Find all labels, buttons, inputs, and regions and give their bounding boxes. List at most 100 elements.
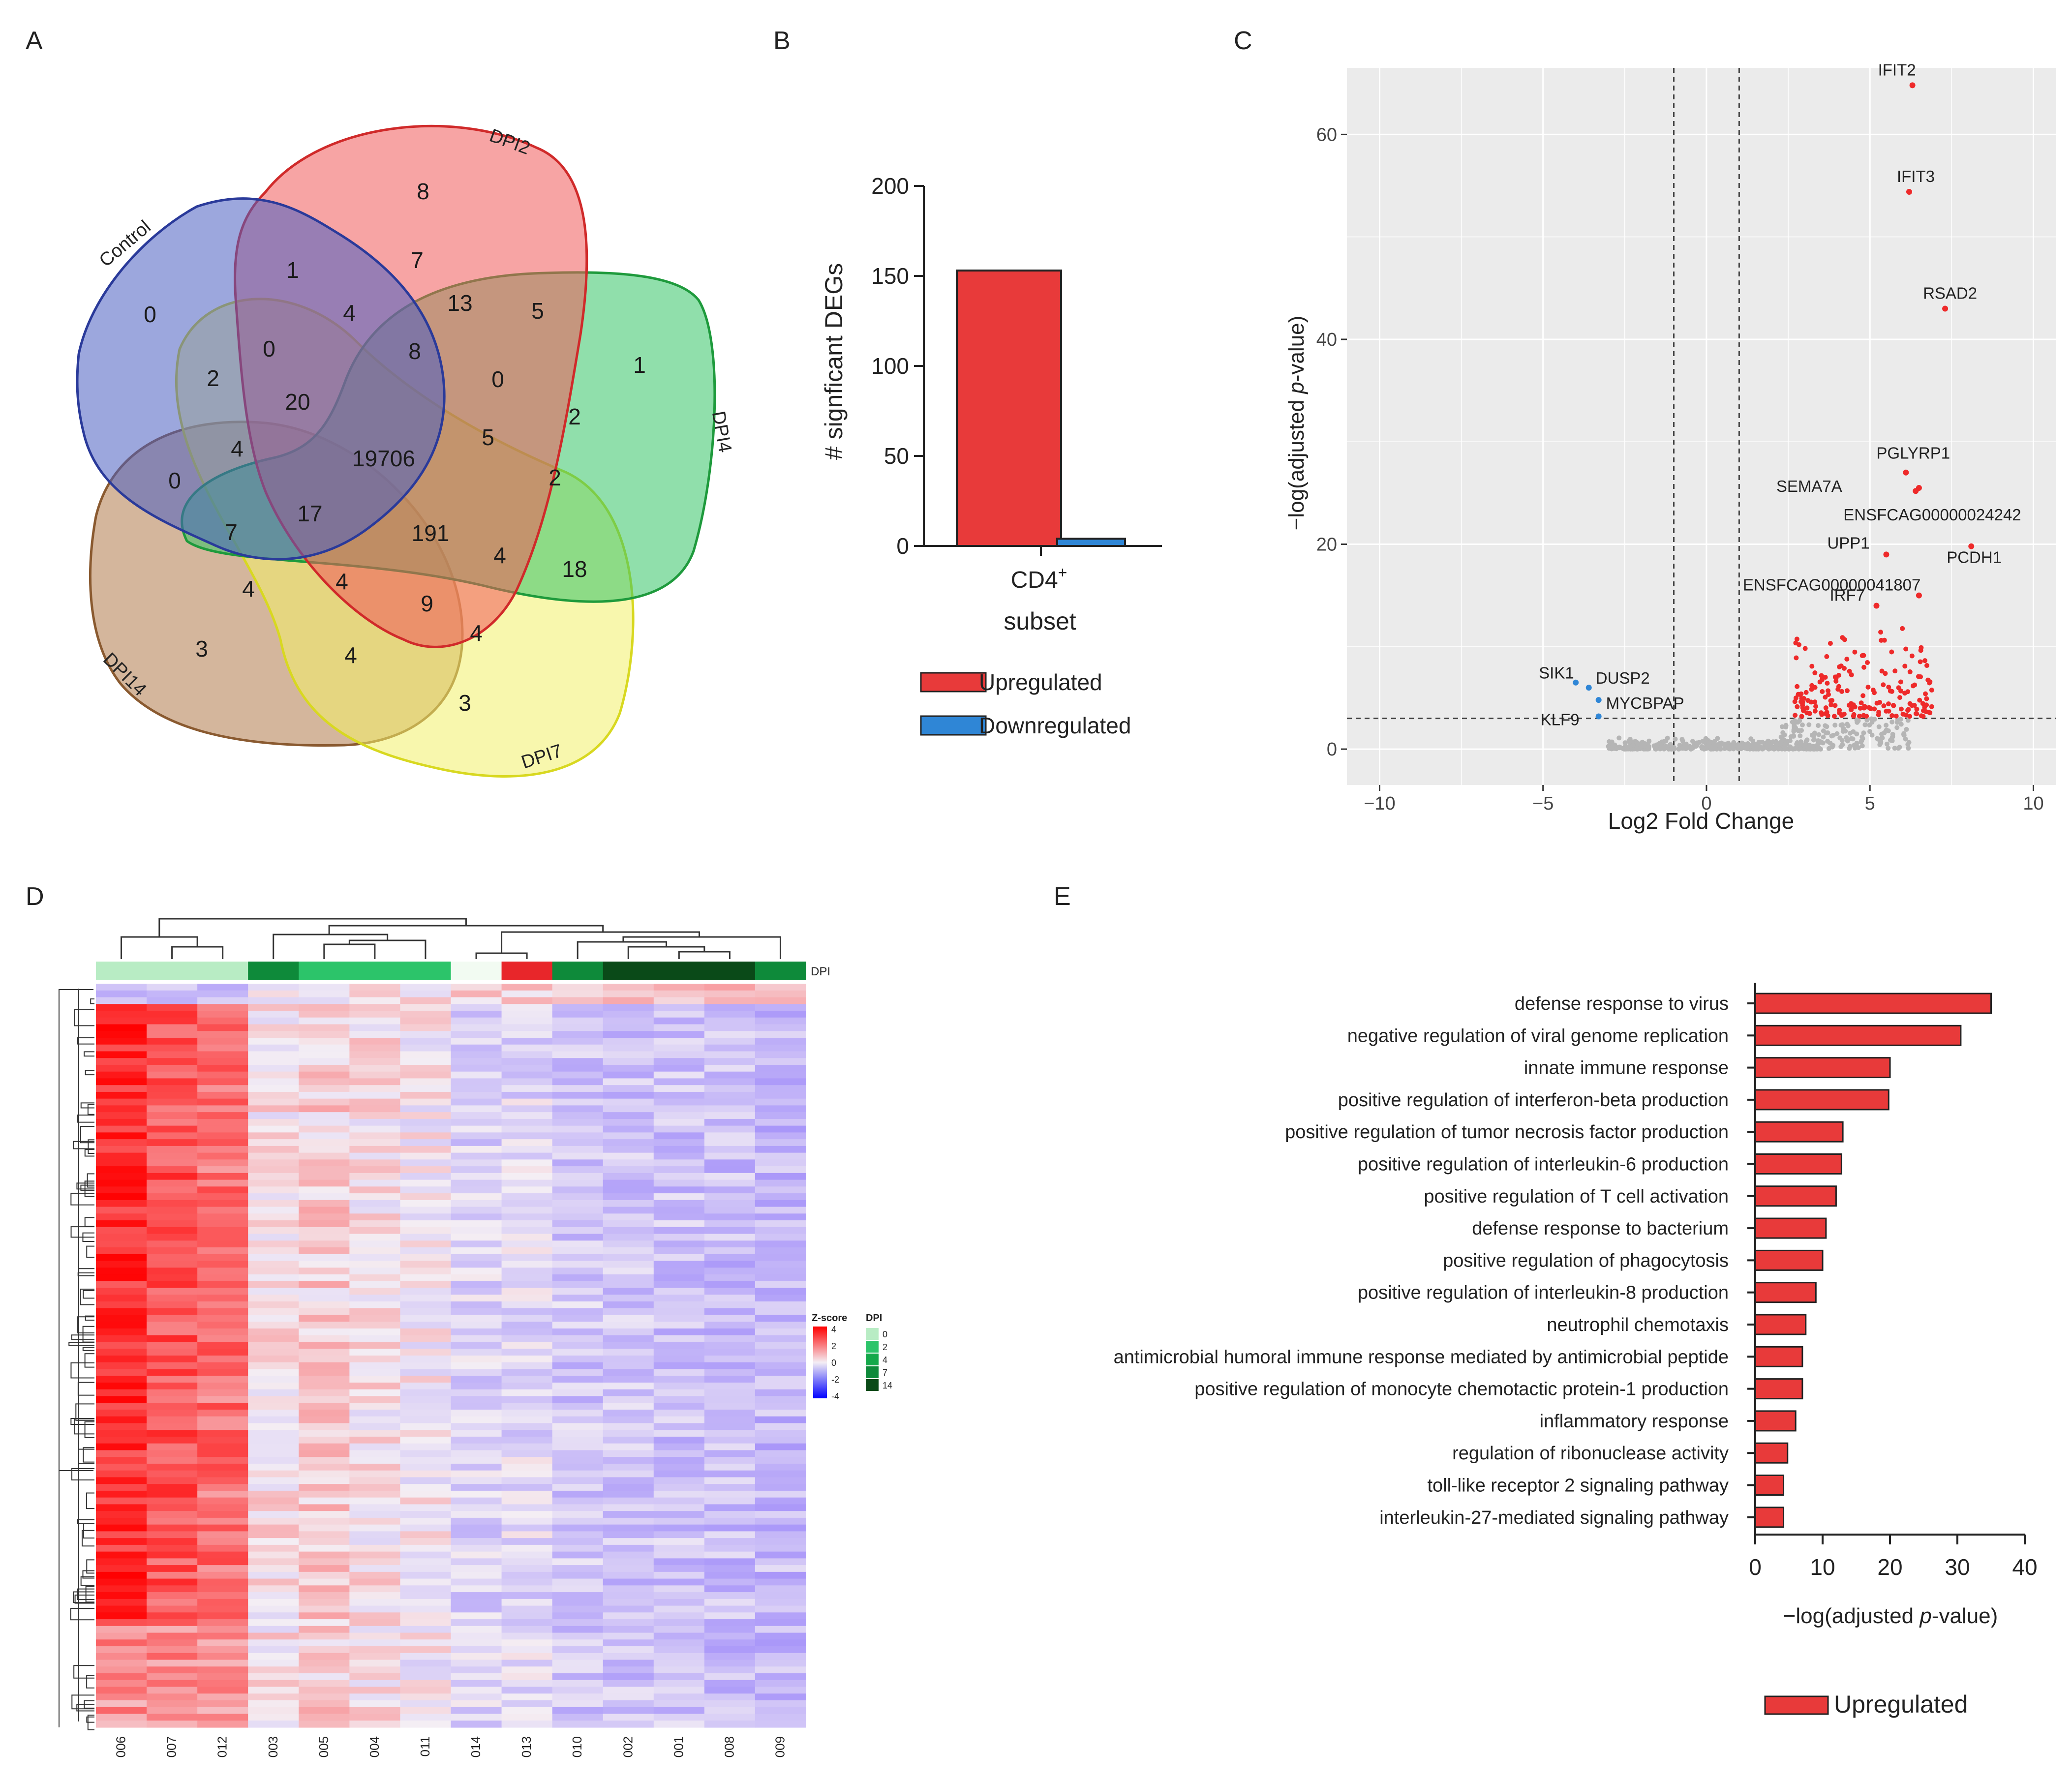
d-heatmap-cell [349, 1511, 401, 1518]
d-heatmap-cell [197, 1484, 248, 1491]
d-heatmap-cell [299, 1659, 350, 1667]
d-heatmap-cell [501, 1051, 553, 1058]
d-heatmap-cell [197, 1254, 248, 1262]
d-heatmap-cell [552, 1322, 604, 1329]
d-heatmap-cell [653, 1457, 705, 1464]
d-heatmap-cell [400, 1396, 452, 1403]
d-heatmap-cell [197, 1626, 248, 1633]
d-heatmap-cell [349, 1281, 401, 1289]
d-heatmap-cell [400, 1416, 452, 1424]
d-heatmap-cell [349, 1423, 401, 1430]
c-point-up [1817, 679, 1823, 685]
d-heatmap-cell [147, 1152, 198, 1160]
d-heatmap-cell [501, 1612, 553, 1620]
d-heatmap-cell [197, 1463, 248, 1471]
d-heatmap-cell [197, 1538, 248, 1545]
d-heatmap-cell [603, 1511, 654, 1518]
d-heatmap-cell [451, 1430, 502, 1437]
d-heatmap-cell [704, 1389, 756, 1397]
d-heatmap-cell [755, 1558, 806, 1566]
c-y-tick-label: 20 [1316, 535, 1337, 555]
c-point-up [1888, 688, 1893, 694]
d-heatmap-cell [197, 1544, 248, 1552]
d-heatmap-cell [603, 1551, 654, 1559]
d-heatmap-cell [603, 1680, 654, 1688]
c-point-up [1828, 702, 1834, 708]
d-heatmap-cell [349, 1653, 401, 1660]
d-heatmap-cell [248, 1193, 299, 1201]
d-heatmap-cell [248, 1281, 299, 1289]
venn-count: 2 [207, 365, 219, 391]
d-heatmap-cell [400, 1105, 452, 1113]
d-heatmap-cell [400, 1504, 452, 1511]
c-point-up [1919, 713, 1924, 719]
d-heatmap-cell [197, 1585, 248, 1593]
e-bar [1754, 1282, 1817, 1303]
d-heatmap-cell [349, 1024, 401, 1031]
d-heatmap-cell [552, 1173, 604, 1180]
c-point-up [1918, 648, 1923, 653]
d-heatmap-cell [96, 1098, 147, 1106]
d-heatmap-cell [755, 1220, 806, 1228]
d-dendro-branch [475, 952, 528, 959]
d-heatmap-cell [349, 1010, 401, 1018]
d-heatmap-cell [147, 1112, 198, 1119]
d-heatmap-cell [501, 1207, 553, 1214]
d-heatmap-cell [603, 1396, 654, 1403]
c-point-up [1803, 690, 1809, 695]
d-heatmap-cell [755, 1714, 806, 1721]
d-heatmap-cell [704, 1369, 756, 1376]
d-heatmap-cell [349, 1403, 401, 1410]
d-heatmap-cell [653, 1112, 705, 1119]
d-heatmap-cell [299, 1281, 350, 1289]
d-heatmap-cell [603, 1626, 654, 1633]
d-heatmap-cell [451, 1531, 502, 1539]
d-heatmap-cell [147, 1200, 198, 1207]
c-labeled-point [1968, 543, 1975, 549]
d-heatmap-cell [248, 1463, 299, 1471]
c-labeled-point [1873, 603, 1880, 609]
c-point [1853, 744, 1858, 749]
d-heatmap-cell [197, 1551, 248, 1559]
d-heatmap-cell [704, 1362, 756, 1370]
c-gene-label: MYCBPAP [1606, 694, 1684, 712]
d-heatmap-cell [248, 1369, 299, 1376]
d-dendro-branch [80, 1184, 94, 1191]
d-heatmap-cell [603, 1497, 654, 1505]
d-heatmap-cell [400, 1544, 452, 1552]
d-heatmap-cell [451, 1220, 502, 1228]
d-heatmap-cell [755, 1247, 806, 1255]
d-heatmap-cell [147, 1585, 198, 1593]
d-heatmap-cell [147, 1504, 198, 1511]
d-heatmap-cell [299, 1322, 350, 1329]
d-heatmap-cell [349, 1058, 401, 1065]
d-heatmap-cell [147, 1234, 198, 1241]
b-y-tick-label: 200 [871, 173, 909, 199]
d-heatmap-cell [147, 1632, 198, 1640]
d-heatmap-cell [653, 1565, 705, 1572]
d-heatmap-cell [501, 1064, 553, 1072]
d-sample-label: 001 [671, 1736, 686, 1757]
d-heatmap-cell [603, 1159, 654, 1167]
c-point [1606, 745, 1612, 750]
c-point [1671, 747, 1676, 752]
d-heatmap-cell [299, 1179, 350, 1187]
d-heatmap-cell [653, 1551, 705, 1559]
d-heatmap-cell [552, 1673, 604, 1681]
d-heatmap-cell [197, 1477, 248, 1484]
d-heatmap-cell [197, 1504, 248, 1511]
d-heatmap-cell [248, 1504, 299, 1511]
d-heatmap-cell [755, 1281, 806, 1289]
d-heatmap-cell [349, 1051, 401, 1058]
d-heatmap-cell [653, 1017, 705, 1025]
c-point-up [1920, 701, 1925, 706]
d-heatmap-cell [552, 1017, 604, 1025]
d-heatmap-cell [147, 1213, 198, 1221]
c-point-up [1878, 630, 1884, 635]
d-heatmap-cell [248, 1585, 299, 1593]
c-point-up [1825, 713, 1830, 719]
d-heatmap-cell [400, 1531, 452, 1539]
d-heatmap-cell [349, 1680, 401, 1688]
d-heatmap-cell [147, 1085, 198, 1092]
d-heatmap-cell [451, 1639, 502, 1647]
